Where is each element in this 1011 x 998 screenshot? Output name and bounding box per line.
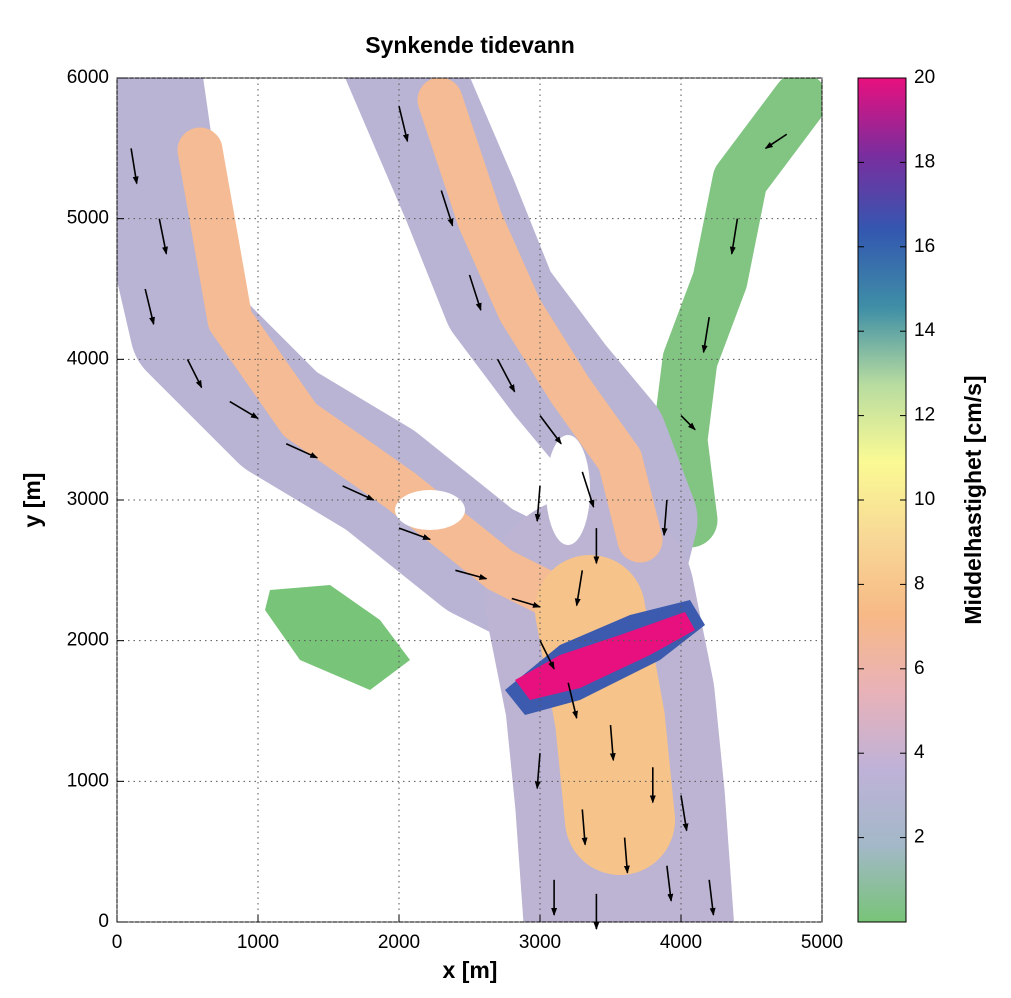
arrow <box>229 400 259 420</box>
x-tick-label: 2000 <box>378 932 420 953</box>
colorbar <box>857 77 907 923</box>
arrow <box>661 499 668 537</box>
y-tick-label: 4000 <box>67 348 109 369</box>
arrow <box>581 809 588 846</box>
arrow <box>539 415 562 445</box>
arrow <box>468 274 482 312</box>
arrow <box>398 105 409 143</box>
arrow <box>701 317 710 354</box>
x-tick-label: 1000 <box>237 932 279 953</box>
colorbar-tick-label: 18 <box>914 151 935 172</box>
colorbar-label: Middelhastighet [cm/s] <box>960 375 986 624</box>
y-tick-label: 1000 <box>67 770 109 791</box>
colorbar-tick-label: 16 <box>914 236 935 257</box>
arrow <box>144 288 155 326</box>
arrow <box>186 358 203 389</box>
chart-title: Synkende tidevann <box>365 32 575 58</box>
arrow <box>285 443 319 459</box>
arrow <box>581 471 595 508</box>
flow-field <box>117 78 822 922</box>
arrow <box>574 570 584 607</box>
arrow <box>666 865 674 902</box>
arrow <box>440 190 454 227</box>
arrow <box>534 485 541 523</box>
arrow <box>567 682 578 720</box>
colorbar-tick-label: 4 <box>914 742 925 763</box>
y-tick-label: 0 <box>98 911 109 932</box>
arrow <box>398 527 431 541</box>
colorbar-tick-label: 12 <box>914 405 935 426</box>
y-tick-label: 6000 <box>67 67 109 88</box>
colorbar-tick-label: 6 <box>914 658 925 679</box>
arrow <box>609 725 616 762</box>
colorbar-tick-label: 14 <box>914 320 936 341</box>
y-tick-label: 5000 <box>67 208 109 229</box>
arrow <box>623 837 630 874</box>
arrow <box>680 795 689 832</box>
arrow <box>534 753 541 790</box>
x-tick-label: 3000 <box>519 932 561 953</box>
arrow <box>455 569 488 580</box>
x-tick-label: 4000 <box>660 932 702 953</box>
colorbar-tick-label: 10 <box>914 489 935 510</box>
arrow <box>539 640 555 670</box>
x-tick-label: 0 <box>112 932 123 953</box>
arrow <box>708 879 716 916</box>
arrow <box>496 358 516 393</box>
arrows <box>130 105 788 931</box>
y-tick-label: 3000 <box>67 489 109 510</box>
x-tick-label: 5000 <box>801 932 843 953</box>
arrow <box>342 485 375 501</box>
x-axis-label: x [m] <box>443 957 498 983</box>
y-tick-label: 2000 <box>67 630 109 651</box>
y-axis-label: y [m] <box>19 473 45 528</box>
arrow <box>158 218 168 255</box>
arrow <box>130 148 139 185</box>
colorbar-tick-label: 20 <box>914 67 935 88</box>
arrow <box>680 415 696 431</box>
arrow <box>729 218 739 255</box>
colorbar-tick-label: 8 <box>914 573 925 594</box>
arrow <box>764 133 788 149</box>
colorbar-tick-label: 2 <box>914 827 925 848</box>
arrow <box>511 597 541 608</box>
